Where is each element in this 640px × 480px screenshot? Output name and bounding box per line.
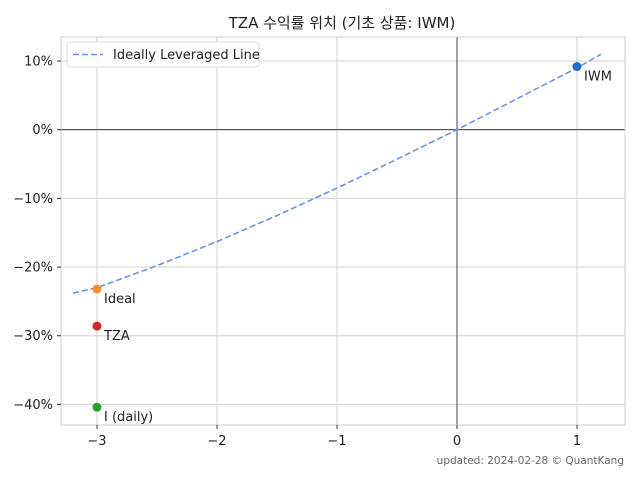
y-tick-label-0: 10% <box>24 55 53 70</box>
y-axis: 10% 0% −10% −20% −30% −40% <box>13 55 61 413</box>
point-iwm <box>572 62 582 72</box>
x-axis: −3 −2 −1 0 1 <box>87 425 581 449</box>
zero-axes <box>61 37 625 425</box>
series-layer: IWM Ideal TZA I (daily) <box>72 53 612 425</box>
point-label-ideal: Ideal <box>104 292 136 307</box>
point-label-iwm: IWM <box>584 70 612 85</box>
x-tick-label-1: −2 <box>207 434 226 449</box>
legend-label: Ideally Leveraged Line <box>113 48 260 63</box>
point-ideal <box>92 284 102 294</box>
point-tza <box>92 321 102 331</box>
y-tick-label-2: −10% <box>13 192 53 207</box>
point-label-i-daily: I (daily) <box>104 410 153 425</box>
ideal-leveraged-line <box>72 53 602 294</box>
x-tick-label-3: 0 <box>453 434 461 449</box>
legend: Ideally Leveraged Line <box>66 41 260 68</box>
plot-frame <box>60 36 626 426</box>
legend-box <box>66 41 260 68</box>
x-tick-label-2: −1 <box>327 434 346 449</box>
y-tick-label-3: −20% <box>13 261 53 276</box>
y-tick-label-1: 0% <box>32 123 53 138</box>
point-i-daily <box>92 402 102 412</box>
chart-title: TZA 수익률 위치 (기초 상품: IWM) <box>228 14 456 32</box>
footer-credit: updated: 2024-02-28 © QuantKang <box>437 455 624 467</box>
grid <box>61 37 625 425</box>
x-tick-label-4: 1 <box>573 434 581 449</box>
point-label-tza: TZA <box>103 329 130 344</box>
y-tick-label-5: −40% <box>13 398 53 413</box>
x-tick-label-0: −3 <box>87 434 106 449</box>
y-tick-label-4: −30% <box>13 329 53 344</box>
